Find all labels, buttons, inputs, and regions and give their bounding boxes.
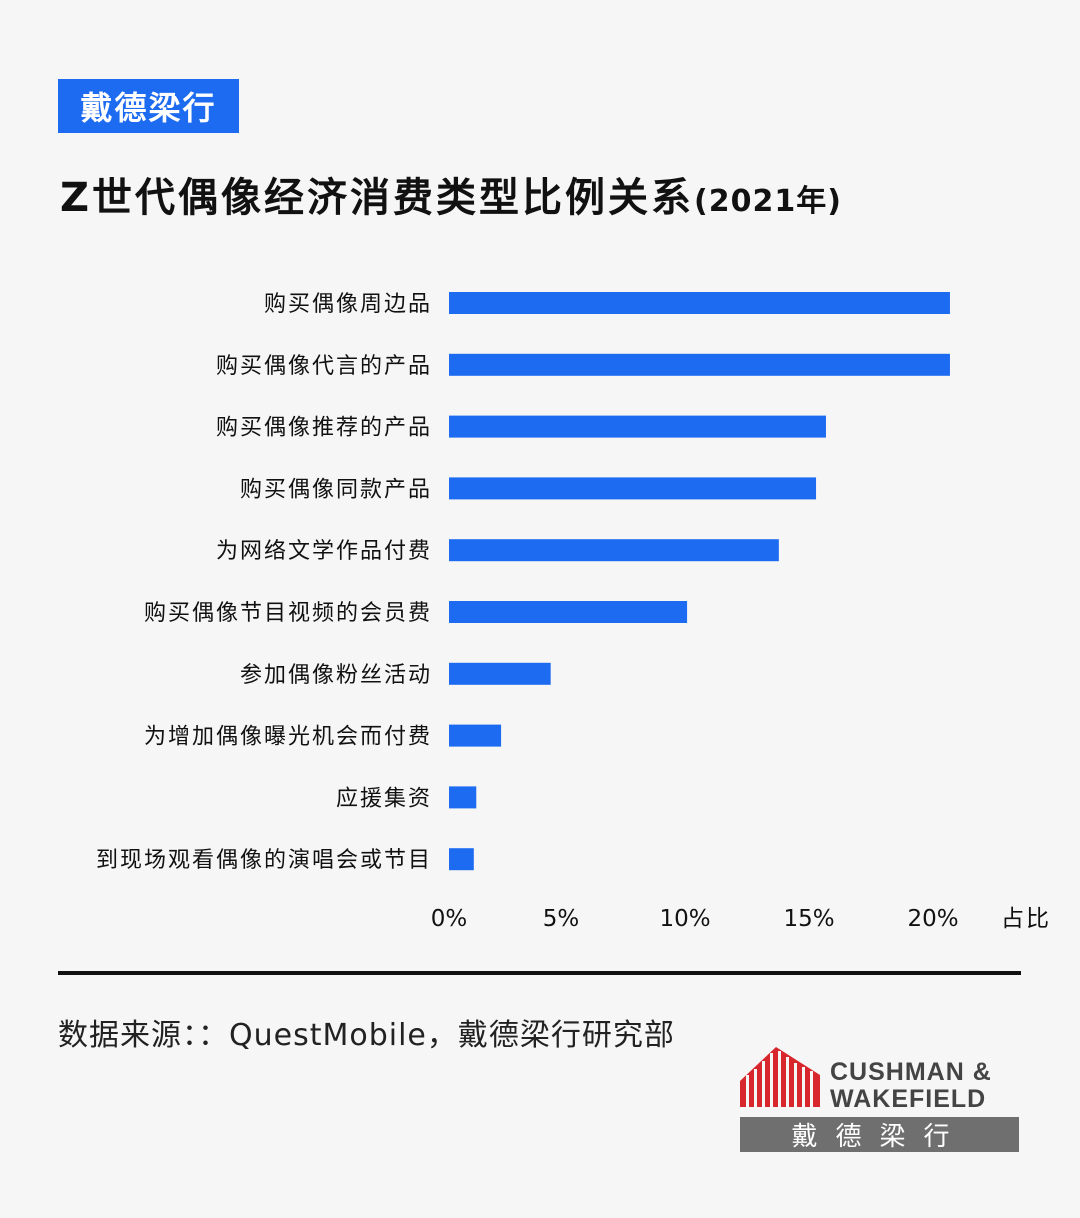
bar: [449, 415, 826, 438]
x-tick-label: 15%: [783, 906, 834, 932]
chart-title: Z世代偶像经济消费类型比例关系(2021年): [60, 165, 1040, 223]
bar: [449, 292, 950, 314]
logo-building-icon: [740, 1047, 820, 1107]
category-label: 参加偶像粉丝活动: [240, 663, 432, 688]
logo-cn-bar: 戴德梁行: [740, 1117, 1019, 1152]
divider-rule: [58, 971, 1021, 975]
category-label: 购买偶像节目视频的会员费: [144, 601, 432, 626]
category-label: 购买偶像周边品: [264, 292, 432, 317]
bar: [449, 786, 477, 809]
category-label: 为增加偶像曝光机会而付费: [144, 725, 432, 750]
logo-line1: CUSHMAN &: [830, 1058, 992, 1086]
bar: [449, 724, 502, 747]
x-tick-label: 10%: [659, 906, 710, 932]
x-tick-label: 20%: [907, 906, 958, 932]
category-label: 购买偶像同款产品: [240, 477, 432, 502]
bar: [449, 848, 474, 871]
logo-wordmark: CUSHMAN & WAKEFIELD: [830, 1059, 992, 1113]
cushman-wakefield-logo: CUSHMAN & WAKEFIELD 戴德梁行: [740, 1045, 1020, 1153]
category-label: 应援集资: [336, 786, 432, 811]
bar: [449, 662, 551, 685]
bar: [449, 477, 817, 500]
bar: [449, 601, 688, 623]
x-axis-label: 占比: [1001, 906, 1051, 932]
chart-title-year: (2021年): [694, 184, 842, 219]
bar: [449, 353, 950, 376]
chart-title-text: Z世代偶像经济消费类型比例关系: [60, 175, 695, 221]
x-tick-label: 0%: [431, 906, 468, 932]
category-label: 到现场观看偶像的演唱会或节目: [96, 848, 432, 873]
logo-line2: WAKEFIELD: [830, 1085, 987, 1113]
category-label: 为网络文学作品付费: [216, 539, 432, 564]
category-label: 购买偶像推荐的产品: [216, 416, 432, 441]
bar-chart: 购买偶像周边品购买偶像代言的产品购买偶像推荐的产品购买偶像同款产品为网络文学作品…: [96, 292, 1051, 932]
bar: [449, 539, 779, 562]
source-note: 数据来源：：QuestMobile，戴德梁行研究部: [58, 1018, 675, 1053]
category-label: 购买偶像代言的产品: [216, 354, 432, 379]
x-tick-label: 5%: [543, 906, 580, 932]
brand-tag: 戴德梁行: [58, 79, 239, 133]
